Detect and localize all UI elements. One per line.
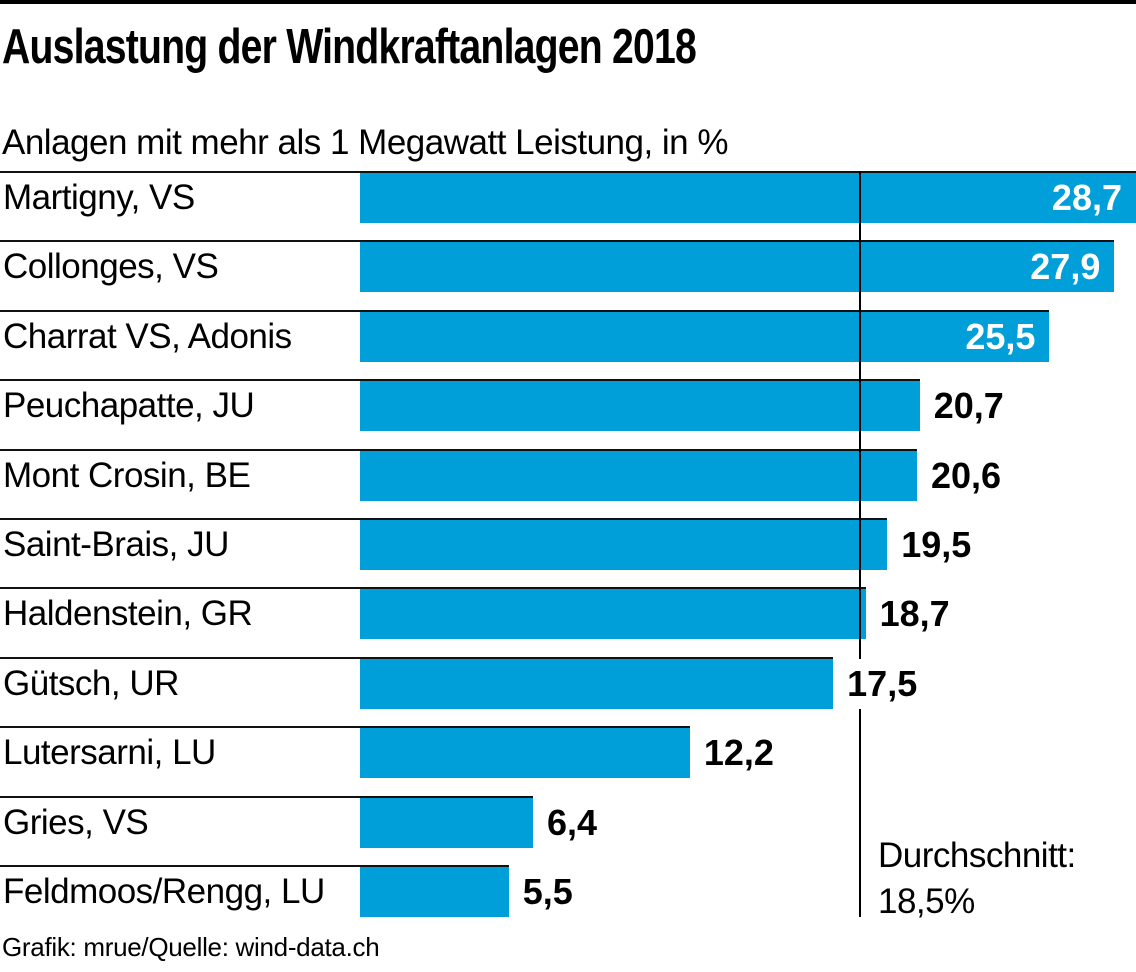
bar-category-label: Collonges, VS	[3, 247, 219, 287]
row-separator-line	[0, 448, 917, 451]
bar-row: Gries, VS 6,4	[0, 795, 1136, 865]
bar-category-label: Lutersarni, LU	[3, 733, 216, 773]
top-rule	[0, 0, 1136, 4]
bar	[360, 797, 534, 848]
chart-subtitle: Anlagen mit mehr als 1 Megawatt Leistung…	[2, 123, 729, 162]
bar: 25,5	[360, 311, 1050, 362]
bar	[360, 867, 509, 917]
bar	[360, 450, 917, 501]
bar-category-label: Gütsch, UR	[3, 663, 179, 703]
bar-value-label: 20,6	[930, 454, 1002, 496]
average-line-lower-segment	[859, 708, 862, 917]
bar-row: Martigny, VS 28,7	[0, 171, 1136, 240]
bar-value-label: 18,7	[879, 593, 950, 635]
bar-category-label: Gries, VS	[3, 802, 149, 842]
row-separator-line	[0, 309, 1050, 312]
bar	[360, 520, 888, 570]
bar-value-label: 6,4	[547, 801, 598, 843]
bar-value-label: 5,5	[522, 871, 573, 912]
row-separator-line	[0, 865, 509, 867]
bar-category-label: Feldmoos/Rengg, LU	[3, 872, 325, 911]
bar: 27,9	[360, 242, 1115, 293]
bar-category-label: Haldenstein, GR	[3, 594, 253, 634]
bar-row: Peuchapatte, JU 20,7	[0, 379, 1136, 448]
bar-chart: Martigny, VS 28,7 Collonges, VS 27,9 Charrat…	[0, 171, 1136, 935]
average-line-upper-segment	[859, 171, 862, 659]
bar-value-label: 20,7	[933, 385, 1004, 427]
bar-category-label: Mont Crosin, BE	[3, 455, 251, 495]
bar: 28,7	[360, 173, 1136, 223]
row-separator-line	[0, 587, 866, 590]
bar	[360, 658, 834, 709]
bar-category-label: Martigny, VS	[3, 178, 195, 217]
bar-row: Lutersarni, LU 12,2	[0, 726, 1136, 795]
bar-row: Charrat VS, Adonis 25,5	[0, 309, 1136, 379]
bar-row: Gütsch, UR 17,5	[0, 656, 1136, 726]
bar-row: Collonges, VS 27,9	[0, 240, 1136, 309]
row-separator-line	[0, 656, 834, 659]
bar	[360, 589, 866, 640]
bar-row: Mont Crosin, BE 20,6	[0, 448, 1136, 518]
bar-row: Haldenstein, GR 18,7	[0, 587, 1136, 656]
row-separator-line	[0, 518, 888, 520]
bar-value-label: 28,7	[1051, 177, 1122, 218]
average-label: Durchschnitt: 18,5%	[878, 833, 1076, 925]
row-separator-line	[0, 726, 690, 729]
row-separator-line	[0, 240, 1115, 243]
row-separator-line	[0, 795, 534, 798]
bar-value-label: 19,5	[901, 524, 972, 565]
row-separator-line	[0, 171, 1136, 173]
bar-value-label: 27,9	[1030, 246, 1101, 288]
bar-row: Feldmoos/Rengg, LU 5,5	[0, 865, 1136, 934]
bar-category-label: Peuchapatte, JU	[3, 386, 255, 426]
bar-category-label: Saint-Brais, JU	[3, 525, 229, 564]
bar	[360, 728, 690, 779]
bar	[360, 381, 920, 432]
bar-value-label: 17,5	[847, 662, 918, 704]
bar-row: Saint-Brais, JU 19,5	[0, 518, 1136, 587]
bar-category-label: Charrat VS, Adonis	[3, 316, 292, 356]
bar-value-label: 12,2	[703, 732, 774, 774]
source-credit: Grafik: mrue/Quelle: wind-data.ch	[2, 932, 380, 962]
bar-value-label: 25,5	[965, 315, 1036, 357]
row-separator-line	[0, 379, 920, 382]
average-label-line1: Durchschnitt:	[878, 836, 1076, 875]
average-label-line2: 18,5%	[878, 882, 975, 921]
page-title: Auslastung der Windkraftanlagen 2018	[2, 20, 697, 74]
